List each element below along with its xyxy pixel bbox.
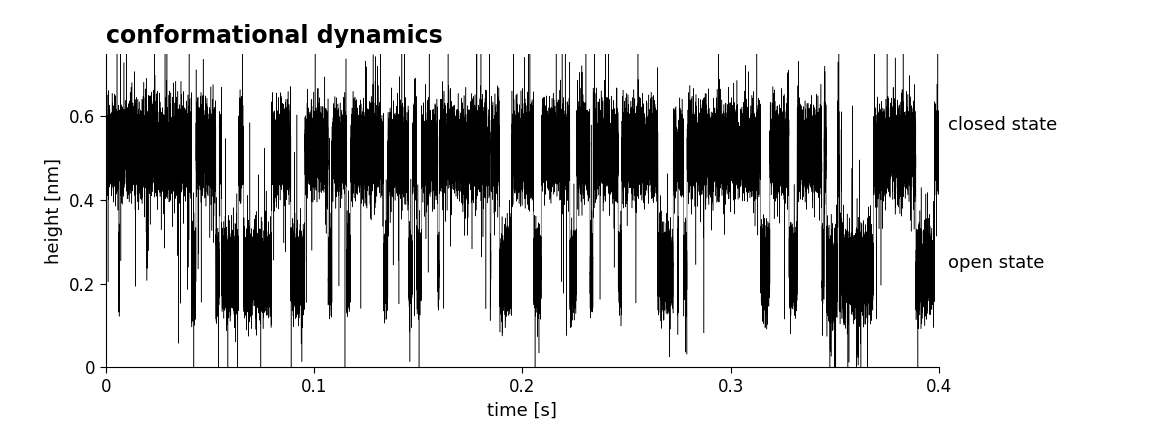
Text: conformational dynamics: conformational dynamics: [106, 24, 443, 47]
Text: closed state: closed state: [947, 116, 1057, 134]
Y-axis label: height [nm]: height [nm]: [46, 158, 63, 263]
X-axis label: time [s]: time [s]: [487, 401, 558, 419]
Text: open state: open state: [947, 254, 1044, 272]
